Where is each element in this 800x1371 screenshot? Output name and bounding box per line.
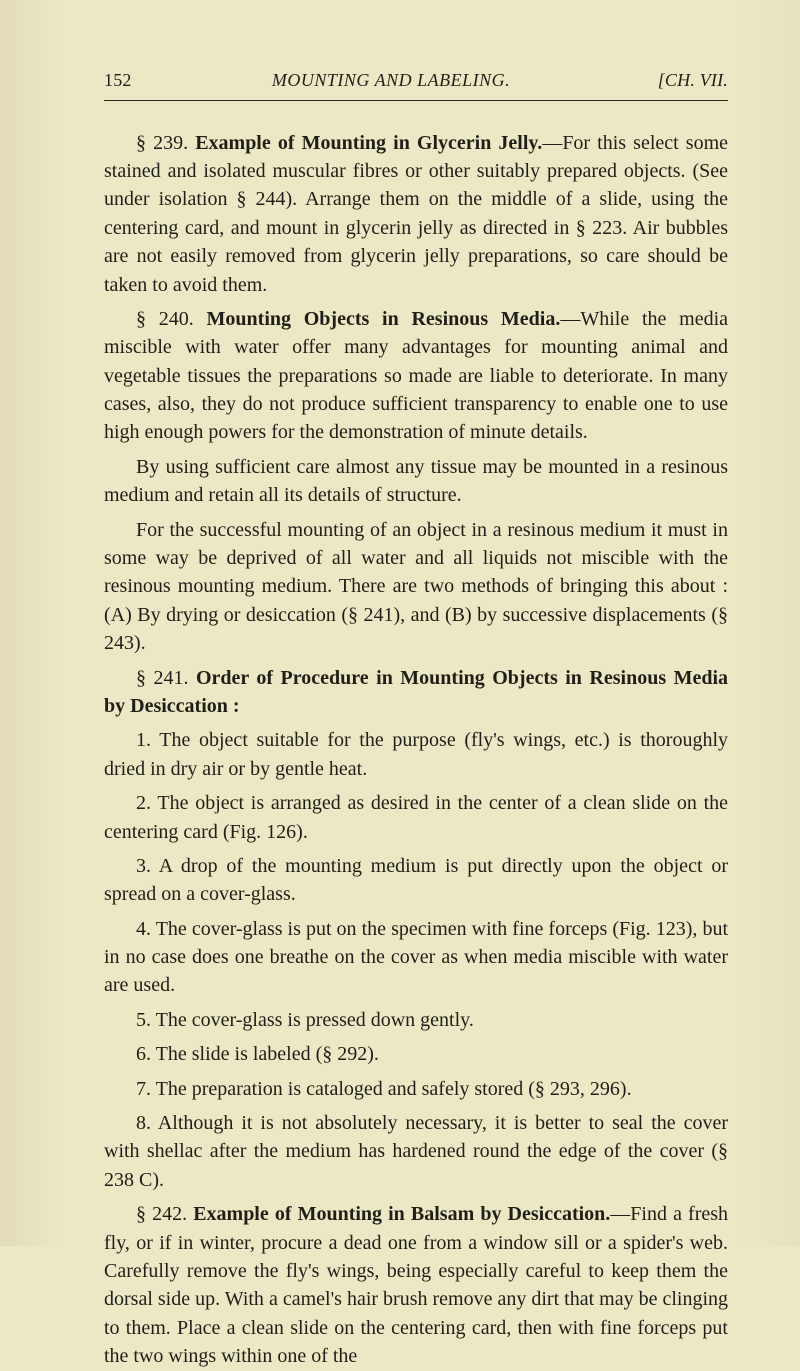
section-number: § 241. xyxy=(136,667,188,689)
page-number: 152 xyxy=(104,68,164,94)
section-title: Example of Mounting in Balsam by Desicca… xyxy=(193,1203,610,1225)
section-240: § 240. Mounting Objects in Resinous Medi… xyxy=(104,305,728,447)
list-item: 3. A drop of the mounting medium is put … xyxy=(104,852,728,909)
section-number: § 240. xyxy=(136,308,194,330)
body-paragraph: For the successful mounting of an object… xyxy=(104,516,728,658)
section-number: § 242. xyxy=(136,1203,187,1225)
section-title: Example of Mounting in Glycerin Jelly. xyxy=(195,132,542,154)
section-239: § 239. Example of Mounting in Glycerin J… xyxy=(104,129,728,299)
section-title: Mounting Objects in Resinous Media. xyxy=(207,308,561,330)
section-242: § 242. Example of Mounting in Balsam by … xyxy=(104,1200,728,1370)
body-paragraph: By using sufficient care almost any tiss… xyxy=(104,453,728,510)
section-text: —For this select some stained and isolat… xyxy=(104,132,728,296)
section-text: —Find a fresh fly, or if in winter, proc… xyxy=(104,1203,728,1367)
header-chapter: [CH. VII. xyxy=(618,68,728,94)
list-item: 2. The object is arranged as desired in … xyxy=(104,789,728,846)
list-item: 8. Although it is not absolutely necessa… xyxy=(104,1109,728,1194)
list-item: 7. The preparation is cataloged and safe… xyxy=(104,1075,728,1103)
list-item: 4. The cover-glass is put on the specime… xyxy=(104,915,728,1000)
section-number: § 239. xyxy=(136,132,188,154)
list-item: 1. The object suitable for the purpose (… xyxy=(104,726,728,783)
list-item: 5. The cover-glass is pressed down gentl… xyxy=(104,1006,728,1034)
running-header: 152 MOUNTING AND LABELING. [CH. VII. xyxy=(104,68,728,101)
section-title: Order of Procedure in Mounting Objects i… xyxy=(104,667,728,717)
list-item: 6. The slide is labeled (§ 292). xyxy=(104,1040,728,1068)
book-page: 152 MOUNTING AND LABELING. [CH. VII. § 2… xyxy=(0,0,800,1246)
section-241: § 241. Order of Procedure in Mounting Ob… xyxy=(104,664,728,721)
header-title: MOUNTING AND LABELING. xyxy=(164,68,618,94)
